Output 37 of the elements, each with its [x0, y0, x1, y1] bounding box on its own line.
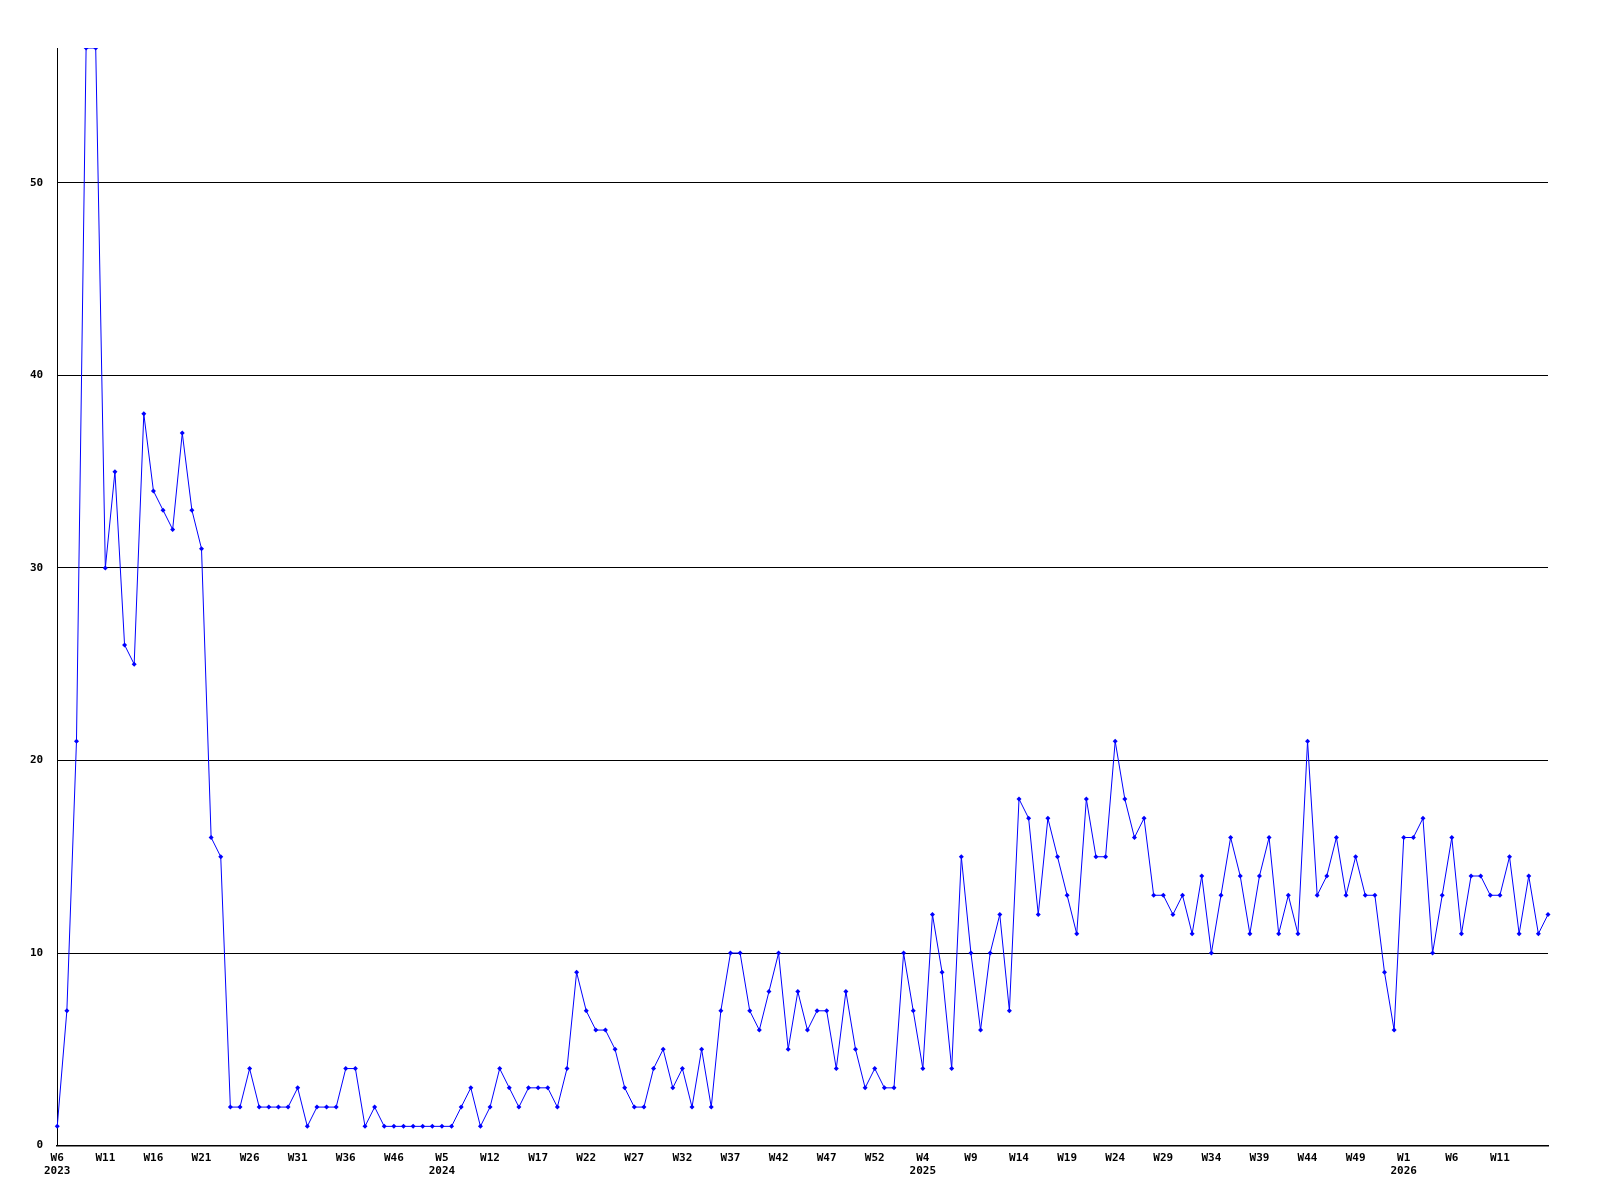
- x-tick-label: W29: [1153, 1151, 1174, 1165]
- x-tick-label: W19: [1057, 1151, 1078, 1165]
- x-tick-label: W22: [576, 1151, 597, 1165]
- x-tick-label: W1 2026: [1390, 1151, 1418, 1178]
- x-tick-label: W47: [816, 1151, 837, 1165]
- x-tick-label: W9: [964, 1151, 978, 1165]
- x-tick-label: W34: [1201, 1151, 1222, 1165]
- x-tick-label: W39: [1249, 1151, 1270, 1165]
- x-tick-label: W12: [480, 1151, 500, 1165]
- x-tick-label: W49: [1345, 1151, 1366, 1165]
- x-tick-label: W6: [1445, 1151, 1459, 1165]
- x-tick-label: W16: [143, 1151, 164, 1165]
- x-tick-label: W17: [528, 1151, 549, 1165]
- x-tick-label: W44: [1297, 1151, 1318, 1165]
- y-tick-label: 0: [36, 1138, 44, 1152]
- x-tick-label: W14: [1009, 1151, 1030, 1165]
- y-tick-label: 20: [30, 753, 44, 767]
- x-tick-label: W11: [95, 1151, 116, 1165]
- y-tick-label: 50: [30, 175, 44, 189]
- x-tick-label: W4 2025: [909, 1151, 937, 1178]
- x-tick-label: W36: [335, 1151, 357, 1165]
- y-tick-label: 10: [30, 945, 44, 959]
- x-tick-label: W32: [672, 1151, 693, 1165]
- x-tick-label: W24: [1105, 1151, 1126, 1165]
- x-tick-label: W42: [768, 1151, 789, 1165]
- x-tick-label: W6 2023: [44, 1151, 71, 1178]
- x-tick-label: W37: [720, 1151, 741, 1165]
- x-tick-label: W27: [624, 1151, 645, 1165]
- x-tick-label: W52: [864, 1151, 885, 1165]
- x-tick-label: W11: [1489, 1151, 1511, 1165]
- x-tick-label: W26: [239, 1151, 260, 1165]
- y-tick-label: 40: [30, 368, 44, 382]
- x-tick-label: W46: [383, 1151, 405, 1165]
- x-tick-label: W21: [191, 1151, 212, 1165]
- x-tick-label: W31: [287, 1151, 308, 1165]
- y-tick-label: 30: [30, 560, 44, 574]
- x-tick-label: W5 2024: [428, 1151, 456, 1178]
